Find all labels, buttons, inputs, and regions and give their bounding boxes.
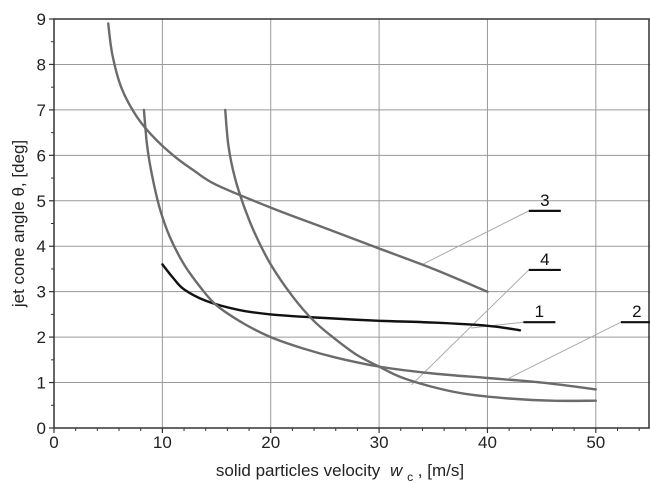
- leader-line-1: [471, 321, 524, 329]
- x-tick-labels: 0 10 20 30 40 50: [49, 433, 605, 452]
- x-tick-label: 0: [49, 433, 58, 452]
- x-axis-label: solid particles velocity w c , [m/s]: [216, 461, 464, 483]
- curve-labels: 1 2 3 4: [523, 191, 650, 324]
- y-tick-label: 8: [37, 55, 46, 74]
- x-axis-label-symbol: w: [390, 461, 404, 480]
- curve-label-3: 3: [540, 191, 549, 210]
- x-tick-label: 30: [370, 433, 389, 452]
- y-axis-label: jet cone angle θ, [deg]: [9, 140, 28, 308]
- leader-line-2: [508, 321, 622, 379]
- x-tick-label: 40: [478, 433, 497, 452]
- y-tick-label: 2: [37, 328, 46, 347]
- curve-4: [224, 108, 597, 403]
- x-tick-label: 20: [261, 433, 280, 452]
- y-tick-label: 6: [37, 146, 46, 165]
- y-tick-label: 3: [37, 283, 46, 302]
- curve-3: [107, 22, 489, 293]
- x-tick-label: 10: [153, 433, 172, 452]
- curve-label-4: 4: [540, 250, 549, 269]
- grid: [49, 18, 650, 433]
- x-axis-label-unit: , [m/s]: [418, 461, 464, 480]
- plot-frame: [53, 18, 650, 429]
- x-tick-label: 50: [586, 433, 605, 452]
- curves: [107, 22, 597, 403]
- curve-2: [142, 108, 597, 391]
- leader-line-4: [411, 269, 530, 386]
- leader-lines: [411, 210, 622, 386]
- y-tick-label: 5: [37, 192, 46, 211]
- curve-1: [161, 263, 522, 332]
- y-tick-label: 9: [37, 10, 46, 29]
- y-tick-label: 1: [37, 374, 46, 393]
- y-tick-label: 0: [37, 419, 46, 438]
- curve-label-2: 2: [632, 302, 641, 321]
- x-axis-label-subscript: c: [407, 470, 413, 483]
- y-tick-label: 4: [37, 237, 46, 256]
- leader-line-3: [422, 210, 530, 265]
- x-axis-label-text: solid particles velocity: [216, 461, 381, 480]
- curve-label-1: 1: [535, 302, 544, 321]
- y-tick-labels: 0 1 2 3 4 5 6 7 8 9: [37, 10, 46, 438]
- y-tick-label: 7: [37, 101, 46, 120]
